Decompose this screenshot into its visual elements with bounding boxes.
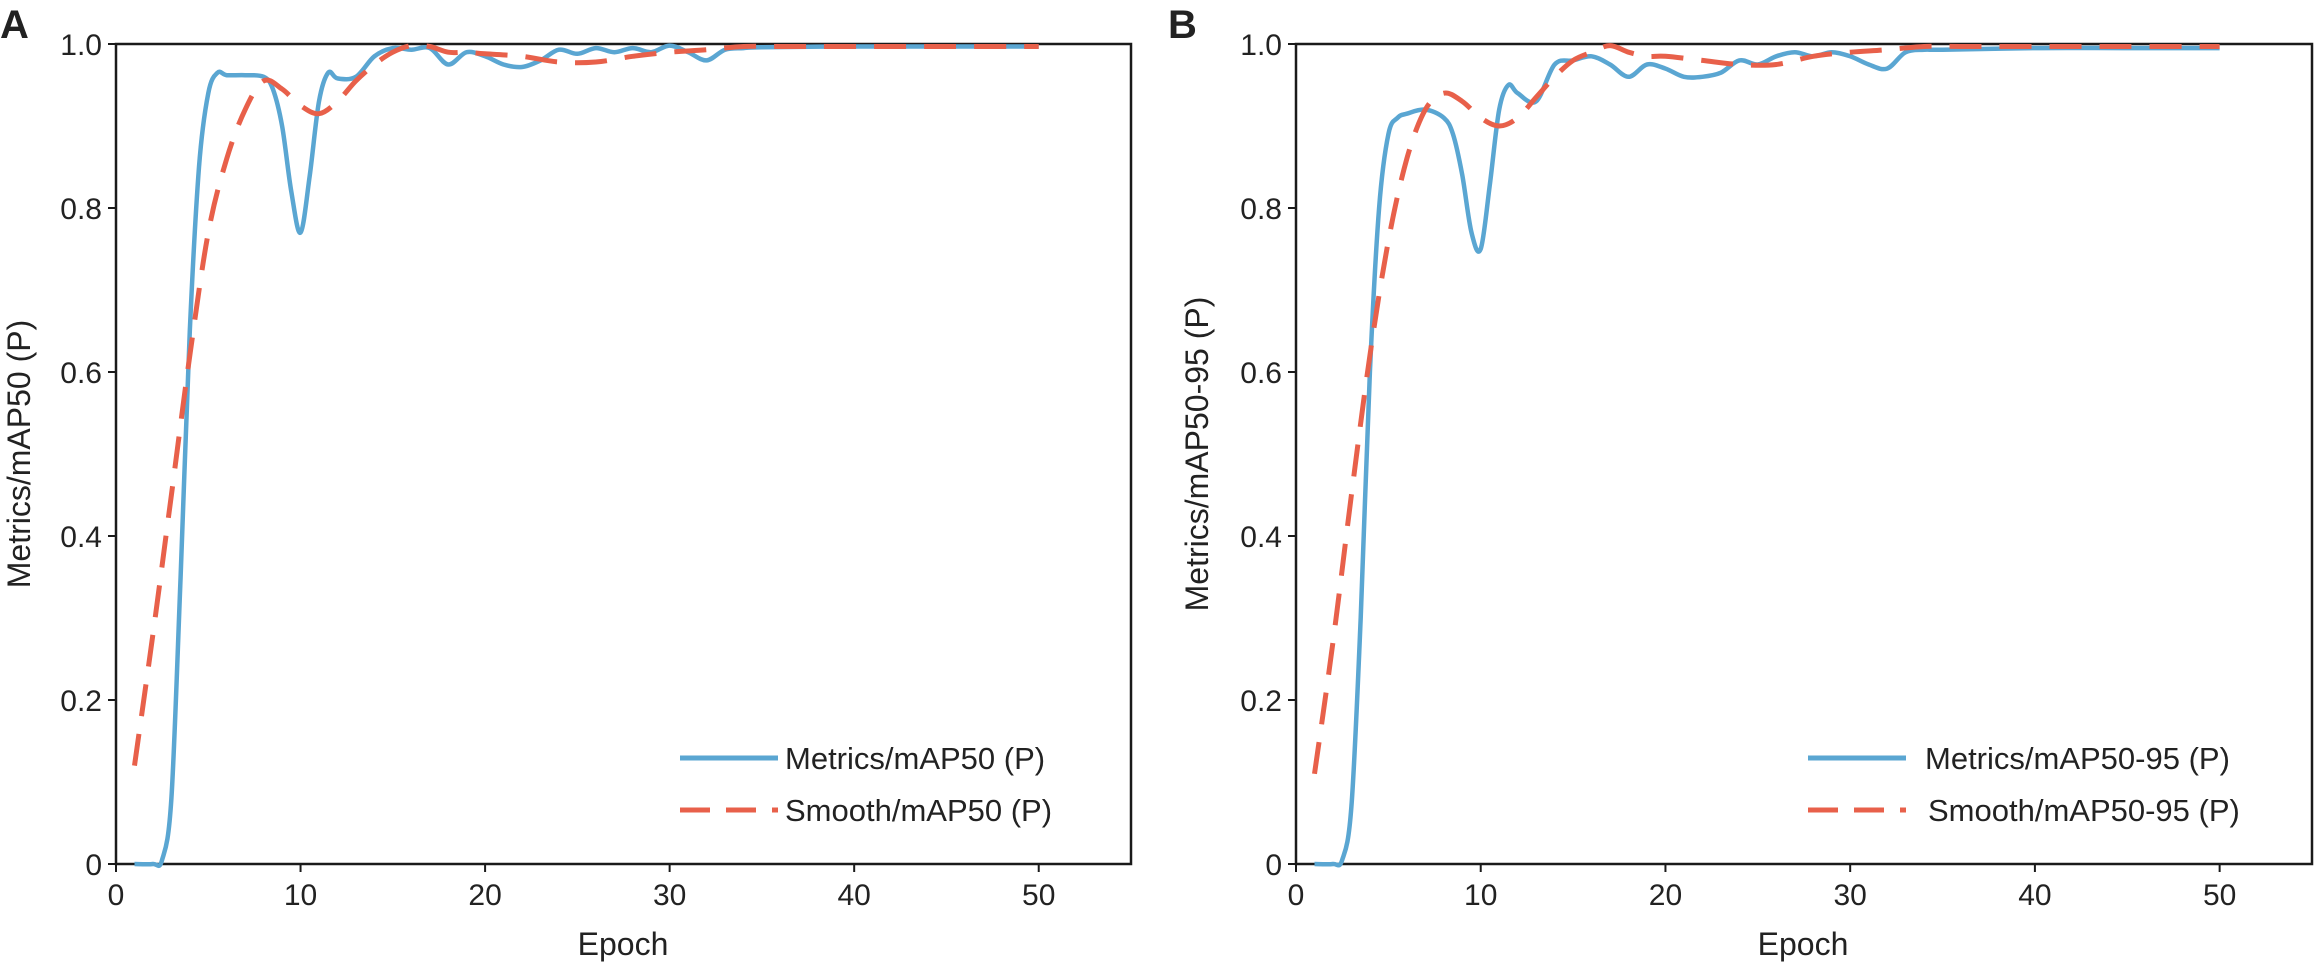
legend-label-smooth-a: Smooth/mAP50 (P) — [785, 793, 1052, 828]
legend-a: Metrics/mAP50 (P) Smooth/mAP50 (P) — [680, 741, 1052, 828]
legend-label-metrics-b: Metrics/mAP50-95 (P) — [1925, 741, 2230, 776]
panel-letter-b: B — [1168, 3, 1197, 47]
y-tick-label: 0.8 — [60, 193, 102, 226]
legend-b: Metrics/mAP50-95 (P) Smooth/mAP50-95 (P) — [1808, 741, 2240, 828]
y-tick-label: 0.6 — [1240, 357, 1282, 390]
x-tick-label: 50 — [1022, 879, 1055, 912]
x-tick-label: 0 — [108, 879, 125, 912]
x-tick-label: 50 — [2203, 879, 2236, 912]
panel-b: B 0 10 20 30 40 50 0 0.2 0.4 0.6 0.8 1.0 Epoch Met… — [1168, 3, 2314, 962]
y-axis-label-b: Metrics/mAP50-95 (P) — [1179, 297, 1215, 612]
x-tick-label: 30 — [1833, 879, 1866, 912]
y-tick-label: 0.8 — [1240, 193, 1282, 226]
y-axis-ticks-a: 0 0.2 0.4 0.6 0.8 1.0 — [60, 29, 116, 882]
series-line-smooth-b — [1312, 43, 2220, 775]
y-tick-label: 0.2 — [60, 685, 102, 718]
y-axis-label-a: Metrics/mAP50 (P) — [1, 320, 37, 588]
y-tick-label: 0.6 — [60, 357, 102, 390]
x-tick-label: 40 — [2018, 879, 2051, 912]
plot-lines-b — [1312, 43, 2220, 868]
x-axis-label-a: Epoch — [578, 926, 669, 962]
x-tick-label: 20 — [468, 879, 501, 912]
x-tick-label: 10 — [284, 879, 317, 912]
x-tick-label: 20 — [1649, 879, 1682, 912]
y-tick-label: 1.0 — [60, 29, 102, 62]
x-axis-label-b: Epoch — [1758, 926, 1849, 962]
x-tick-label: 10 — [1464, 879, 1497, 912]
panel-letter-a: A — [0, 3, 29, 47]
y-tick-label: 0.4 — [1240, 521, 1282, 554]
x-axis-ticks-b: 0 10 20 30 40 50 — [1288, 864, 2236, 912]
plot-frame-b — [1294, 42, 2314, 866]
legend-label-metrics-a: Metrics/mAP50 (P) — [785, 741, 1045, 776]
y-tick-label: 0 — [85, 849, 102, 882]
y-axis-ticks-b: 0 0.2 0.4 0.6 0.8 1.0 — [1240, 29, 1296, 882]
y-tick-label: 0.2 — [1240, 685, 1282, 718]
panel-a: A 0 10 20 30 40 50 0 0.2 0.4 0.6 0.8 1.0 Epoch Met… — [0, 3, 1133, 962]
x-tick-label: 0 — [1288, 879, 1305, 912]
y-tick-label: 0.4 — [60, 521, 102, 554]
series-line-smooth-a — [132, 42, 1039, 766]
plot-frame-a — [114, 42, 1133, 866]
y-tick-label: 1.0 — [1240, 29, 1282, 62]
x-tick-label: 30 — [653, 879, 686, 912]
y-tick-label: 0 — [1265, 849, 1282, 882]
x-tick-label: 40 — [837, 879, 870, 912]
plot-lines-a — [132, 42, 1039, 869]
x-axis-ticks-a: 0 10 20 30 40 50 — [108, 864, 1055, 912]
legend-label-smooth-b: Smooth/mAP50-95 (P) — [1928, 793, 2240, 828]
